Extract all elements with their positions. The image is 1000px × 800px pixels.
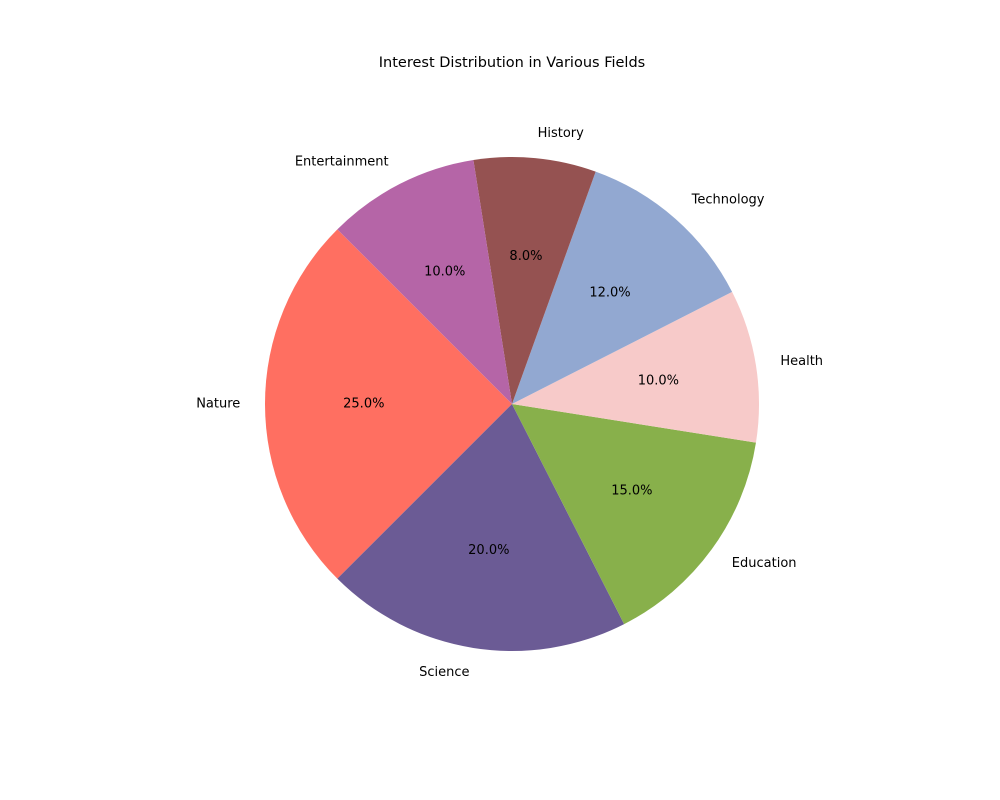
- slice-label-technology: Technology: [691, 193, 765, 208]
- slice-label-science: Science: [419, 665, 469, 680]
- pie-labels: Nature Science Education Health Technology Hi…: [196, 126, 823, 680]
- pie-slice-health: [512, 291, 760, 443]
- slice-percent-nature: 25.0%: [343, 397, 384, 412]
- pie-slices: [264, 156, 760, 652]
- slice-label-nature: Nature: [196, 397, 240, 412]
- pie-slice-history: [473, 156, 596, 404]
- slice-percent-technology: 12.0%: [589, 285, 630, 300]
- slice-percent-entertainment: 10.0%: [424, 264, 465, 279]
- pie-slice-nature: [264, 229, 512, 579]
- slice-percent-history: 8.0%: [509, 249, 542, 264]
- pie-slice-science: [337, 404, 625, 652]
- slice-percent-science: 20.0%: [468, 543, 509, 558]
- slice-label-entertainment: Entertainment: [295, 154, 389, 169]
- pie-slice-technology: [512, 171, 733, 404]
- slice-label-health: Health: [780, 354, 823, 369]
- slice-percent-education: 15.0%: [611, 484, 652, 499]
- slice-label-education: Education: [732, 556, 797, 571]
- slice-percent-health: 10.0%: [638, 373, 679, 388]
- pie-slice-entertainment: [337, 160, 512, 404]
- pie-slice-education: [512, 404, 756, 625]
- pie-percent-labels: 25.0% 20.0% 15.0% 10.0% 12.0% 8.0% 10.0%: [343, 249, 679, 558]
- chart-title: Interest Distribution in Various Fields: [379, 55, 645, 71]
- slice-label-history: History: [538, 126, 585, 141]
